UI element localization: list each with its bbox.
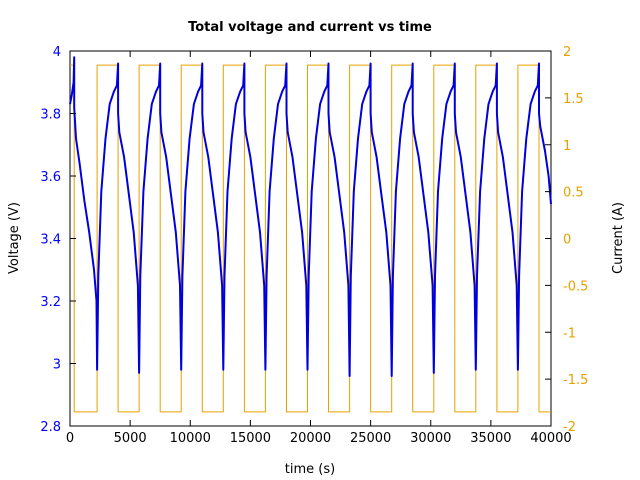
left-y-tick-label: 3.4	[40, 233, 61, 248]
right-y-axis-label: Current (A)	[611, 202, 626, 274]
left-y-axis-label: Voltage (V)	[7, 202, 22, 274]
right-y-tick-label: 1	[563, 139, 571, 154]
chart-title: Total voltage and current vs time	[188, 20, 432, 35]
right-y-tick-label: -1.5	[563, 373, 588, 388]
x-tick-label: 10000	[170, 431, 211, 446]
x-tick-label: 20000	[290, 431, 331, 446]
right-y-tick-label: 1.5	[563, 92, 584, 107]
right-y-axis: -2 -1.5 -1 -0.5 0 0.5 1 1.5 2	[545, 45, 588, 435]
x-tick-label: 15000	[230, 431, 271, 446]
left-y-tick-label: 4	[53, 45, 61, 60]
x-tick-label: 25000	[350, 431, 391, 446]
x-tick-label: 35000	[470, 431, 511, 446]
right-y-tick-label: -2	[563, 420, 576, 435]
left-y-axis: 2.8 3 3.2 3.4 3.6 3.8 4	[40, 45, 76, 435]
left-y-tick-label: 3.8	[40, 108, 61, 123]
right-y-tick-label: -1	[563, 326, 576, 341]
right-y-tick-label: 0	[563, 233, 571, 248]
left-y-tick-label: 3.6	[40, 170, 61, 185]
x-tick-label: 30000	[410, 431, 451, 446]
voltage-series	[69, 56, 552, 377]
left-y-tick-label: 3	[53, 358, 61, 373]
x-tick-label: 40000	[530, 431, 571, 446]
right-y-tick-label: -0.5	[563, 279, 588, 294]
left-y-tick-label: 3.2	[40, 295, 61, 310]
voltage-line	[69, 56, 552, 377]
right-y-tick-label: 0.5	[563, 186, 584, 201]
x-tick-label: 0	[66, 431, 74, 446]
x-axis-label: time (s)	[285, 462, 335, 477]
left-y-tick-label: 2.8	[40, 420, 61, 435]
right-y-tick-label: 2	[563, 45, 571, 60]
x-axis: 0 5000 10000 15000 20000 25000 30000 35000 40000	[66, 51, 572, 446]
x-tick-label: 5000	[114, 431, 147, 446]
